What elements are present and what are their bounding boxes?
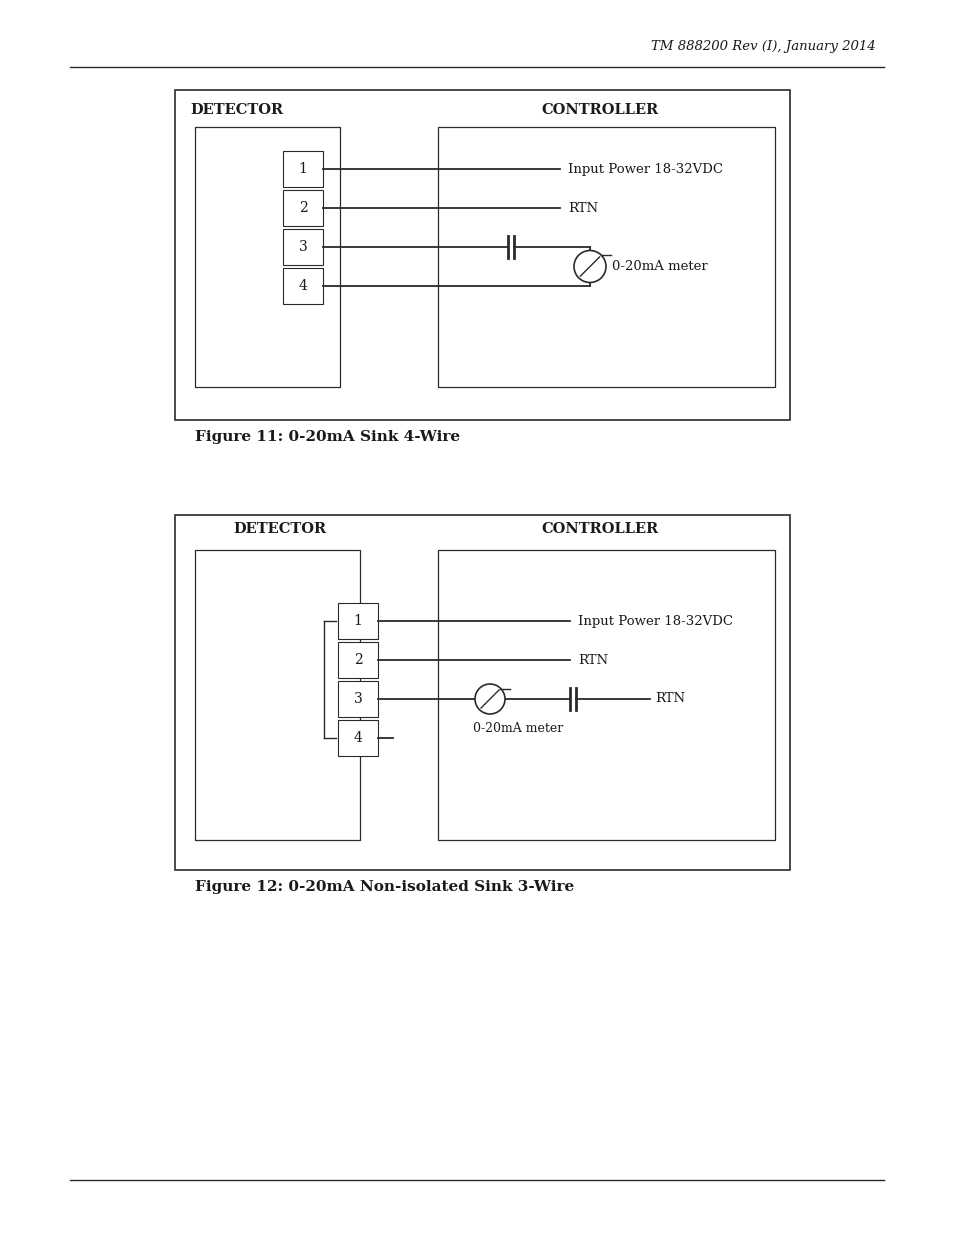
Circle shape [475, 684, 504, 714]
Bar [194, 127, 339, 387]
Text: CONTROLLER: CONTROLLER [540, 103, 658, 117]
Bar [283, 190, 323, 226]
Circle shape [574, 251, 605, 283]
Text: Input Power 18-32VDC: Input Power 18-32VDC [578, 615, 732, 627]
Text: 0-20mA meter: 0-20mA meter [473, 722, 562, 735]
Bar [194, 550, 359, 840]
Text: TM 888200 Rev (I), January 2014: TM 888200 Rev (I), January 2014 [651, 40, 875, 53]
Text: 4: 4 [298, 279, 307, 293]
Bar [337, 720, 377, 756]
Text: DETECTOR: DETECTOR [191, 103, 283, 117]
Bar [283, 268, 323, 304]
Text: DETECTOR: DETECTOR [233, 522, 326, 536]
Text: 2: 2 [354, 653, 362, 667]
Text: Input Power 18-32VDC: Input Power 18-32VDC [567, 163, 722, 175]
Bar [283, 151, 323, 186]
Bar [337, 680, 377, 718]
Text: 3: 3 [298, 240, 307, 254]
Bar [437, 127, 774, 387]
Bar [283, 228, 323, 266]
Bar [174, 515, 789, 869]
Text: RTN: RTN [578, 653, 607, 667]
Text: RTN: RTN [655, 693, 684, 705]
Text: CONTROLLER: CONTROLLER [540, 522, 658, 536]
Bar [437, 550, 774, 840]
Text: 3: 3 [354, 692, 362, 706]
Text: Figure 11: 0-20mA Sink 4-Wire: Figure 11: 0-20mA Sink 4-Wire [194, 430, 459, 445]
Text: RTN: RTN [567, 201, 598, 215]
Bar [337, 603, 377, 638]
Text: 2: 2 [298, 201, 307, 215]
Text: 0-20mA meter: 0-20mA meter [612, 261, 707, 273]
Text: 1: 1 [354, 614, 362, 629]
Bar [174, 90, 789, 420]
Text: 1: 1 [298, 162, 307, 177]
Bar [337, 642, 377, 678]
Text: 4: 4 [354, 731, 362, 745]
Text: Figure 12: 0-20mA Non-isolated Sink 3-Wire: Figure 12: 0-20mA Non-isolated Sink 3-Wi… [194, 881, 574, 894]
